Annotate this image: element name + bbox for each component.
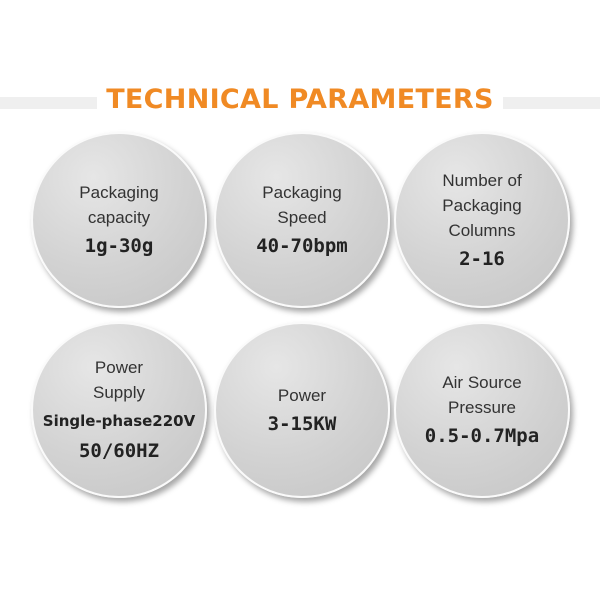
parameter-circle: Number of Packaging Columns 2-16	[394, 132, 570, 308]
parameter-label: Packaging	[79, 183, 159, 202]
parameter-value: 0.5-0.7Mpa	[424, 425, 540, 447]
parameter-circle: Packaging capacity 1g-30g	[31, 132, 207, 308]
parameter-circle: Packaging Speed 40-70bpm	[214, 132, 390, 308]
parameter-circle: Air Source Pressure 0.5-0.7Mpa	[394, 322, 570, 498]
parameter-label: Speed	[277, 208, 327, 227]
parameter-value: 50/60HZ	[78, 440, 160, 462]
parameter-label: Pressure	[447, 398, 517, 417]
parameter-label: Packaging	[262, 183, 342, 202]
parameter-value: 2-16	[459, 247, 505, 270]
parameter-label: Air Source	[442, 373, 522, 392]
page-title-text: TECHNICAL PARAMETERS	[98, 84, 502, 115]
parameter-value: Single-phase220V	[42, 412, 196, 430]
parameter-value: 3-15KW	[267, 412, 337, 435]
parameter-circle: Power Supply Single-phase220V 50/60HZ	[31, 322, 207, 498]
title-divider-right	[503, 97, 600, 109]
parameter-label: Number of	[442, 170, 522, 190]
parameter-value: 40-70bpm	[256, 235, 348, 257]
parameter-circle: Power 3-15KW	[214, 322, 390, 498]
title-divider-left	[0, 97, 97, 109]
parameter-value: 1g-30g	[84, 235, 154, 257]
parameter-label: Power	[94, 358, 144, 377]
parameter-label: capacity	[87, 208, 151, 227]
parameter-label: Power	[277, 385, 327, 405]
parameter-label: Columns	[448, 220, 516, 240]
parameter-label: Packaging	[442, 195, 522, 215]
page-title: TECHNICAL PARAMETERS	[0, 84, 600, 115]
parameter-label: Supply	[93, 383, 145, 402]
